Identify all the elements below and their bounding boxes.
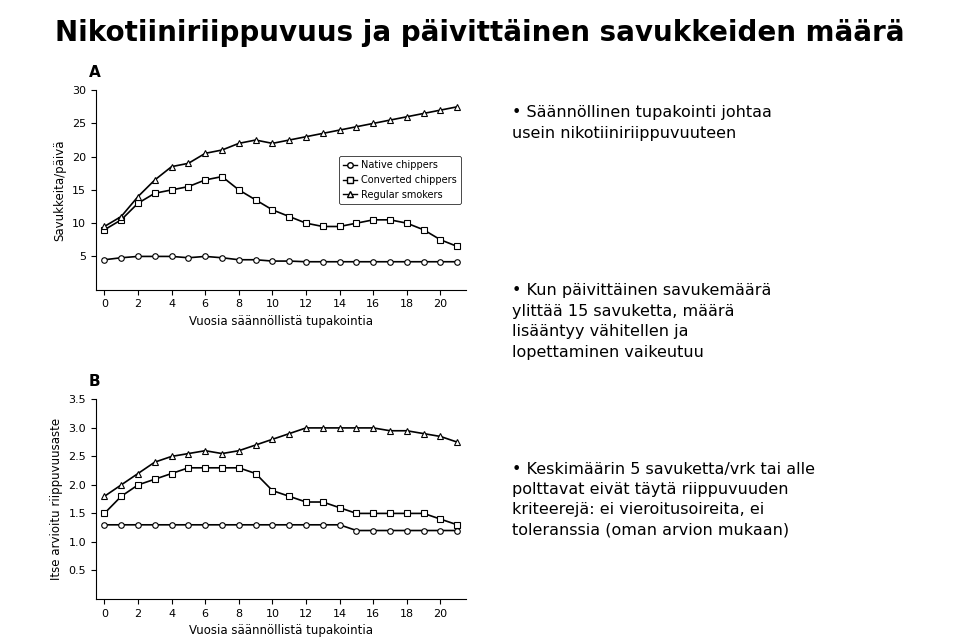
Text: • Kun päivittäinen savukemäärä
ylittää 15 savuketta, määrä
lisääntyy vähitellen : • Kun päivittäinen savukemäärä ylittää 1… [512, 283, 772, 360]
Y-axis label: Savukkeita/päivä: Savukkeita/päivä [54, 139, 66, 241]
Text: Nikotiiniriippuvuus ja päivittäinen savukkeiden määrä: Nikotiiniriippuvuus ja päivittäinen savu… [56, 19, 904, 47]
Text: • Säännöllinen tupakointi johtaa
usein nikotiiniriippuvuuteen: • Säännöllinen tupakointi johtaa usein n… [512, 106, 772, 141]
Legend: Native chippers, Converted chippers, Regular smokers: Native chippers, Converted chippers, Reg… [339, 156, 461, 204]
X-axis label: Vuosia säännöllistä tupakointia: Vuosia säännöllistä tupakointia [189, 315, 372, 328]
Y-axis label: Itse arvioitu riippuvuusaste: Itse arvioitu riippuvuusaste [50, 418, 63, 580]
Text: A: A [88, 65, 101, 80]
X-axis label: Vuosia säännöllistä tupakointia: Vuosia säännöllistä tupakointia [189, 624, 372, 637]
Text: B: B [88, 374, 100, 390]
Text: • Keskimäärin 5 savuketta/vrk tai alle
polttavat eivät täytä riippuvuuden
kritee: • Keskimäärin 5 savuketta/vrk tai alle p… [512, 462, 815, 538]
